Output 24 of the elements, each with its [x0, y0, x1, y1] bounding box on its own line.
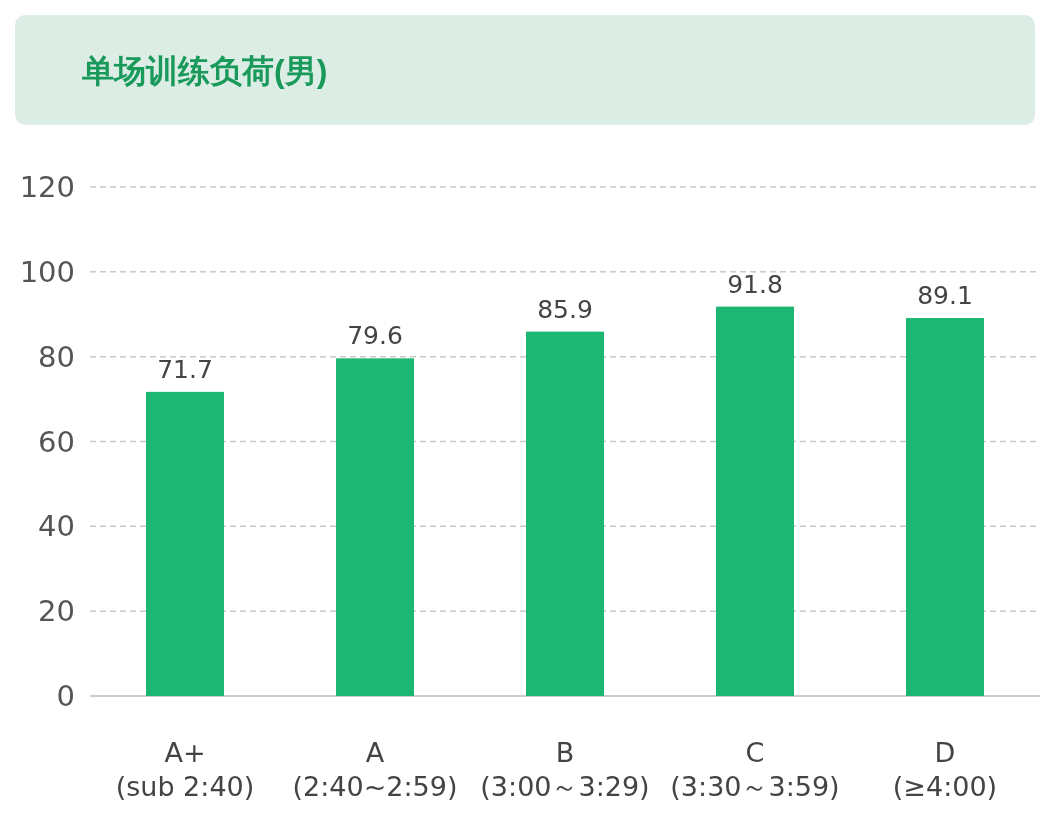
bar [906, 318, 984, 696]
x-tick-label: C (3:30～3:59) [670, 737, 840, 802]
bar [526, 331, 604, 696]
data-label: 89.1 [917, 281, 973, 311]
y-tick-label: 0 [56, 679, 75, 713]
x-tick-label: B (3:00～3:29) [480, 737, 650, 802]
data-label: 79.6 [347, 321, 403, 351]
bar [716, 306, 794, 696]
chart-title: 单场训练负荷(男) [81, 53, 328, 89]
y-tick-label: 60 [38, 424, 75, 459]
data-label: 91.8 [727, 269, 783, 299]
bar [336, 358, 414, 696]
y-tick-label: 20 [38, 594, 75, 629]
x-tick-label: D (≥4:00) [892, 737, 998, 802]
y-tick-label: 80 [38, 339, 75, 374]
data-label: 71.7 [157, 354, 213, 384]
y-tick-label: 120 [19, 170, 75, 204]
x-tick-label: A+ (sub 2:40) [115, 737, 255, 802]
y-tick-label: 40 [38, 509, 75, 544]
title: 单场训练负荷(男) [15, 15, 1035, 125]
y-tick-label: 100 [19, 254, 75, 289]
x-tick-label: A (2:40~2:59) [292, 737, 458, 802]
data-label: 85.9 [537, 294, 593, 324]
bar [146, 391, 224, 696]
